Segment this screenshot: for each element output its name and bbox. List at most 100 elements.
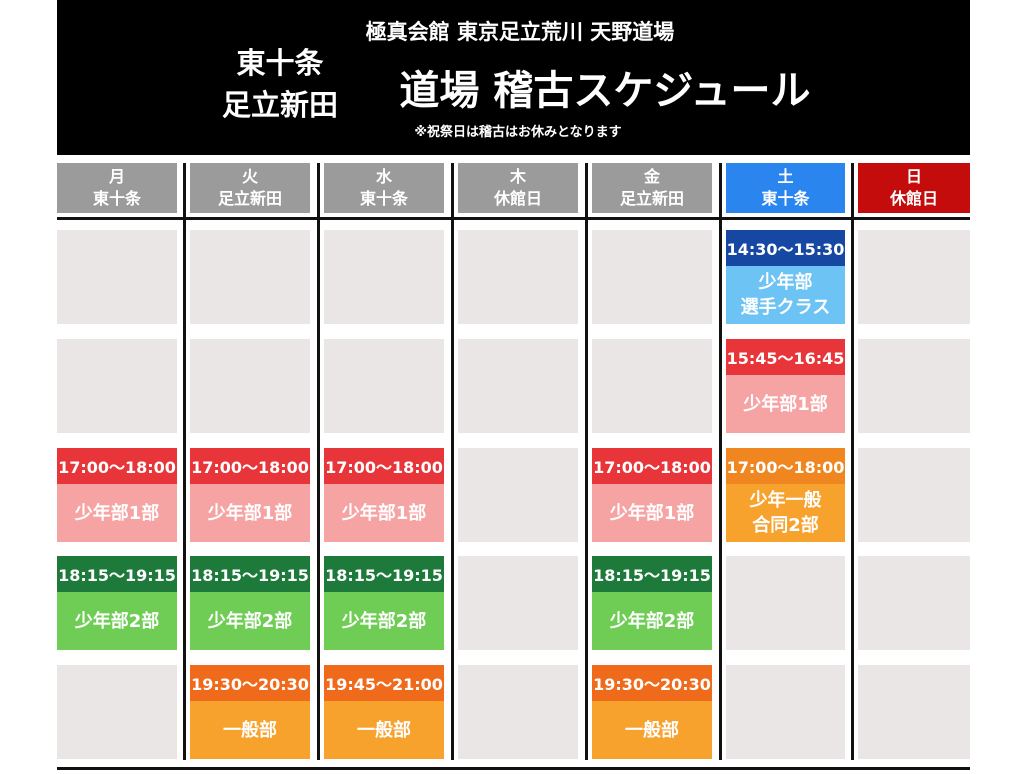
empty-cell <box>458 665 578 759</box>
empty-cell <box>57 339 177 433</box>
class-body: 少年部1部 <box>190 484 310 542</box>
class-time: 18:15〜19:15 <box>190 556 310 592</box>
class-time: 15:45〜16:45 <box>726 339 845 375</box>
class-label: 選手クラス <box>740 297 831 318</box>
class-cell: 19:30〜20:30 一般部 <box>190 665 310 759</box>
class-time: 18:15〜19:15 <box>324 556 444 592</box>
divider <box>57 767 970 770</box>
class-cell: 17:00〜18:00 少年部1部 <box>57 448 177 542</box>
class-label: 少年部2部 <box>74 610 160 632</box>
class-time: 14:30〜15:30 <box>726 230 845 266</box>
day-header: 水東十条 <box>324 163 444 213</box>
class-body: 少年部2部 <box>190 592 310 650</box>
empty-cell <box>324 339 444 433</box>
class-label: 少年部1部 <box>74 502 160 524</box>
title: 道場 稽古スケジュール <box>399 68 811 114</box>
class-time: 17:00〜18:00 <box>190 448 310 484</box>
day-location: 東十条 <box>359 189 408 208</box>
class-cell: 18:15〜19:15 少年部2部 <box>57 556 177 650</box>
day-header: 月東十条 <box>57 163 177 213</box>
class-body: 少年部1部 <box>324 484 444 542</box>
empty-cell <box>458 448 578 542</box>
day-header: 金足立新田 <box>592 163 712 213</box>
class-body: 少年部1部 <box>726 375 845 433</box>
empty-cell <box>858 339 970 433</box>
class-cell: 17:00〜18:00 少年一般合同2部 <box>726 448 845 542</box>
class-label: 一般部 <box>357 719 411 741</box>
class-cell: 17:00〜18:00 少年部1部 <box>190 448 310 542</box>
divider <box>719 163 722 760</box>
empty-cell <box>458 230 578 324</box>
class-body: 一般部 <box>190 701 310 759</box>
day-name: 火 <box>241 167 258 186</box>
empty-cell <box>57 230 177 324</box>
day-location: 東十条 <box>761 189 810 208</box>
class-cell: 18:15〜19:15 少年部2部 <box>324 556 444 650</box>
class-cell: 19:30〜20:30 一般部 <box>592 665 712 759</box>
class-time: 17:00〜18:00 <box>57 448 177 484</box>
note: ※祝祭日は稽古はお休みとなります <box>414 125 622 140</box>
class-cell: 14:30〜15:30 少年部 選手クラス <box>726 230 845 324</box>
class-time: 19:30〜20:30 <box>190 665 310 701</box>
class-time: 17:00〜18:00 <box>324 448 444 484</box>
day-location: 東十条 <box>92 189 141 208</box>
class-time: 19:45〜21:00 <box>324 665 444 701</box>
class-body: 少年部 選手クラス <box>726 266 845 324</box>
empty-cell <box>858 665 970 759</box>
empty-cell <box>592 339 712 433</box>
divider <box>57 217 970 220</box>
day-location: 足立新田 <box>619 189 684 208</box>
day-location: 足立新田 <box>217 189 282 208</box>
empty-cell <box>458 339 578 433</box>
class-body: 少年部2部 <box>57 592 177 650</box>
class-label: 少年部1部 <box>207 502 293 524</box>
class-time: 18:15〜19:15 <box>592 556 712 592</box>
divider <box>317 163 320 760</box>
day-name: 土 <box>777 167 794 186</box>
class-body: 少年部2部 <box>324 592 444 650</box>
class-time: 19:30〜20:30 <box>592 665 712 701</box>
day-location: 休館日 <box>889 189 938 208</box>
divider <box>851 163 854 760</box>
class-label: 少年部2部 <box>341 610 427 632</box>
header: 極真会館 東京足立荒川 天野道場 東十条 足立新田 道場 稽古スケジュール ※祝… <box>57 0 970 155</box>
class-body: 少年部1部 <box>592 484 712 542</box>
class-label: 少年部2部 <box>609 610 695 632</box>
class-time: 17:00〜18:00 <box>726 448 845 484</box>
empty-cell <box>858 448 970 542</box>
day-header: 木休館日 <box>458 163 578 213</box>
class-cell: 15:45〜16:45 少年部1部 <box>726 339 845 433</box>
class-label: 少年一般 <box>749 490 822 511</box>
empty-cell <box>858 556 970 650</box>
class-label: 少年部 <box>758 272 813 293</box>
location: 東十条 <box>236 46 324 80</box>
class-label: 一般部 <box>625 719 679 741</box>
class-body: 少年部1部 <box>57 484 177 542</box>
empty-cell <box>324 230 444 324</box>
day-name: 水 <box>375 167 392 186</box>
empty-cell <box>458 556 578 650</box>
class-cell: 17:00〜18:00 少年部1部 <box>592 448 712 542</box>
location: 足立新田 <box>221 88 339 122</box>
class-time: 17:00〜18:00 <box>592 448 712 484</box>
class-label: 合同2部 <box>752 515 819 536</box>
day-name: 金 <box>643 167 660 186</box>
class-body: 一般部 <box>324 701 444 759</box>
class-cell: 18:15〜19:15 少年部2部 <box>190 556 310 650</box>
day-header: 火足立新田 <box>190 163 310 213</box>
empty-cell <box>726 665 845 759</box>
day-name: 木 <box>509 167 526 186</box>
divider <box>183 163 186 760</box>
empty-cell <box>592 230 712 324</box>
day-header: 土東十条 <box>726 163 845 213</box>
class-cell: 17:00〜18:00 少年部1部 <box>324 448 444 542</box>
class-body: 一般部 <box>592 701 712 759</box>
empty-cell <box>858 230 970 324</box>
class-label: 少年部2部 <box>207 610 293 632</box>
class-cell: 18:15〜19:15 少年部2部 <box>592 556 712 650</box>
class-time: 18:15〜19:15 <box>57 556 177 592</box>
class-label: 少年部1部 <box>341 502 427 524</box>
empty-cell <box>57 665 177 759</box>
empty-cell <box>726 556 845 650</box>
